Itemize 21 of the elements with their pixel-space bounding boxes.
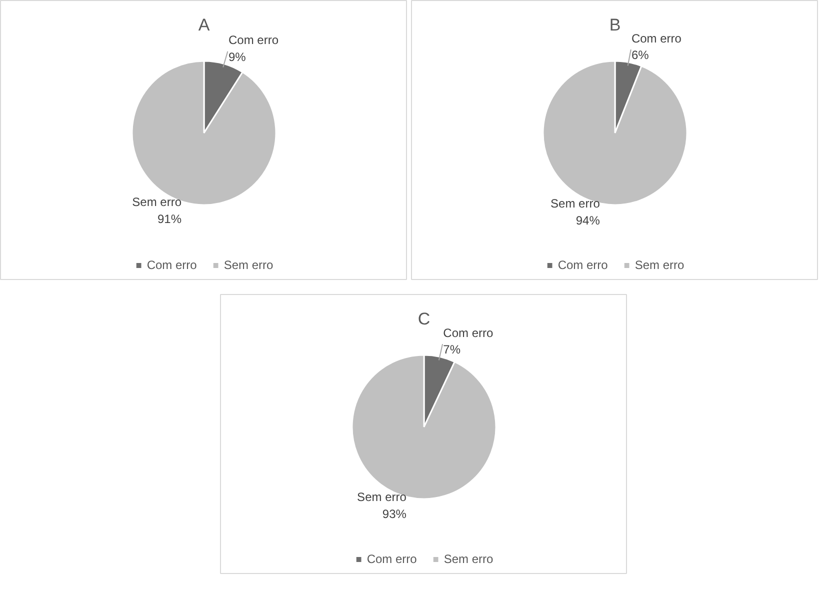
data-label: 93%: [382, 507, 407, 522]
legend-label: Com erro: [146, 258, 197, 272]
slice-label: Sem erro: [357, 490, 407, 504]
slice-label: Com erro: [443, 326, 494, 340]
chart-title: B: [609, 15, 621, 34]
chart-title: C: [418, 309, 430, 328]
slice-label: Sem erro: [132, 194, 182, 209]
legend-label: Com erro: [366, 552, 417, 566]
slice-label: Com erro: [631, 31, 682, 46]
legend-label: Com erro: [558, 258, 608, 272]
chart-title: A: [198, 15, 210, 34]
legend-label: Sem erro: [444, 552, 494, 566]
data-label: 6%: [631, 48, 650, 62]
legend-label: Sem erro: [634, 258, 684, 272]
data-label: 91%: [157, 212, 182, 226]
slice-label: Sem erro: [550, 196, 600, 211]
data-label: 94%: [576, 214, 600, 228]
data-label: 7%: [443, 342, 461, 357]
data-label: 9%: [228, 50, 246, 64]
legend-label: Sem erro: [224, 258, 274, 272]
slice-label: Com erro: [228, 33, 279, 48]
